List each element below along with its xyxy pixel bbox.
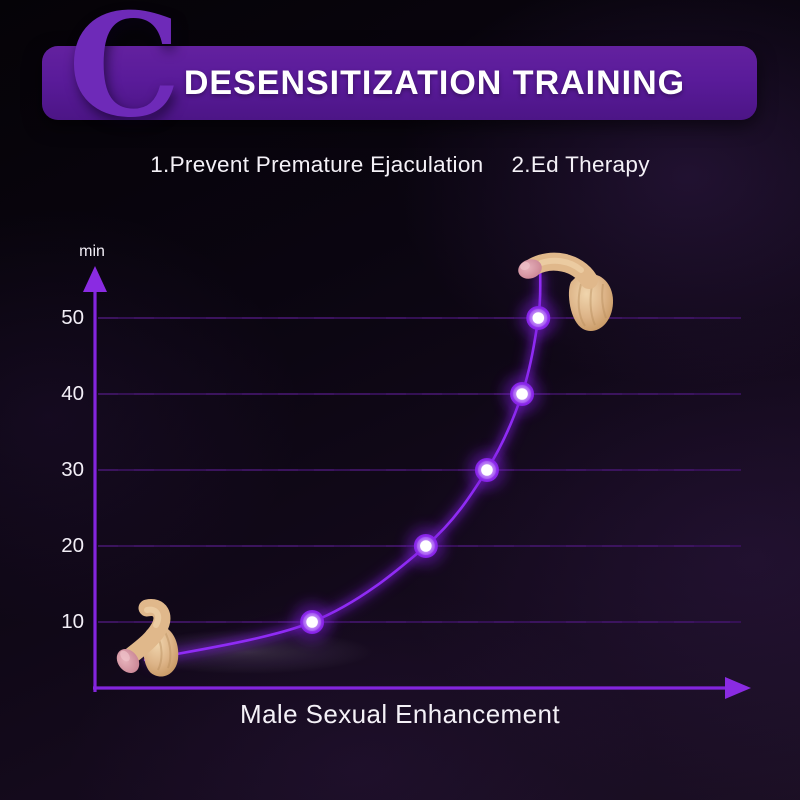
x-axis-label: Male Sexual Enhancement [240,699,560,729]
title-banner: DESENSITIZATION TRAINING [42,46,757,120]
y-tick-label: 20 [61,534,84,557]
y-axis-unit-label: min [79,243,105,260]
page-title: DESENSITIZATION TRAINING [183,63,686,102]
y-tick-label: 10 [61,610,84,633]
benefits-subtitle: 1.Prevent Premature Ejaculation 2.Ed The… [0,152,800,178]
data-point-10-min [292,602,333,642]
product-photo-erect [518,252,614,332]
data-point-20-min [405,526,446,566]
y-tick-label: 30 [61,458,84,481]
data-point-40-min [502,374,543,414]
gridlines [98,317,741,623]
y-tick-label: 50 [61,306,84,329]
y-tick-label: 40 [61,382,84,405]
data-point-30-min [466,450,507,490]
data-point-50-min [518,298,559,338]
ribbon-loop-decoration: C [68,0,182,149]
benefit-2-label: 2.Ed Therapy [511,152,650,177]
benefit-1-label: 1.Prevent Premature Ejaculation [150,152,484,177]
axes [83,266,751,699]
data-points [292,298,559,642]
product-photo-flaccid [116,599,179,677]
